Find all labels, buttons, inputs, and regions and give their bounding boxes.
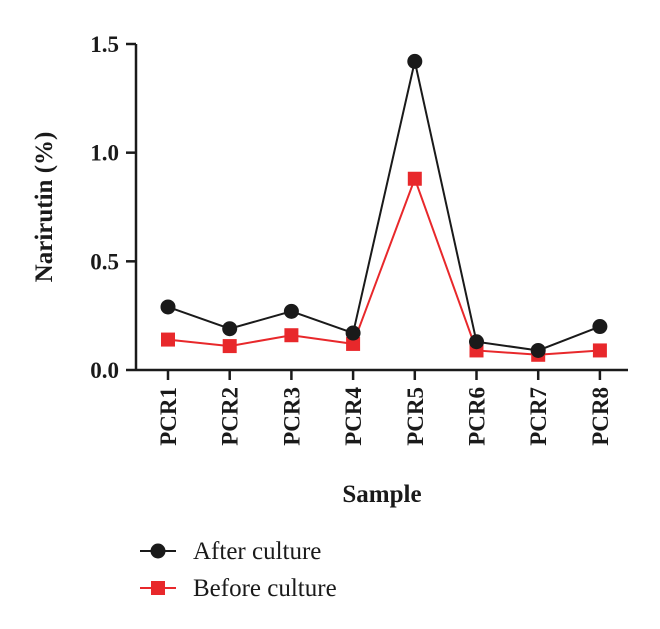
y-axis-ticks: 0.0 0.5 1.0 1.5 xyxy=(90,32,136,383)
x-axis-ticks: PCR1 PCR2 PCR3 PCR4 PCR5 PCR6 PCR7 PCR8 xyxy=(156,370,613,446)
x-tick-label: PCR2 xyxy=(218,387,243,446)
legend: After culture Before culture xyxy=(140,538,337,602)
x-tick-label: PCR8 xyxy=(588,387,613,446)
legend-marker-circle xyxy=(150,543,166,559)
x-axis-title: Sample xyxy=(342,481,421,508)
data-point-after-culture xyxy=(283,303,299,319)
data-point-after-culture xyxy=(222,321,238,337)
data-point-before-culture xyxy=(161,332,175,347)
data-point-after-culture xyxy=(407,53,423,69)
series-line-before-culture xyxy=(167,175,600,356)
data-point-before-culture xyxy=(592,343,607,358)
series-line-after-culture xyxy=(167,61,601,352)
x-tick-label: PCR6 xyxy=(465,387,490,446)
y-tick-label: 0.0 xyxy=(90,358,119,383)
y-tick-label: 1.5 xyxy=(90,32,119,57)
legend-label: Before culture xyxy=(193,575,337,602)
x-tick-label: PCR3 xyxy=(279,387,304,446)
data-point-after-culture xyxy=(469,334,484,350)
x-tick-label: PCR1 xyxy=(156,387,181,446)
data-point-before-culture xyxy=(284,328,299,343)
data-point-before-culture xyxy=(222,339,237,354)
series-layer xyxy=(160,53,608,362)
data-point-after-culture xyxy=(592,319,608,335)
y-tick-label: 0.5 xyxy=(90,249,119,274)
x-tick-label: PCR5 xyxy=(403,387,428,446)
x-tick-label: PCR4 xyxy=(341,387,366,446)
data-point-before-culture xyxy=(346,336,361,351)
y-axis-title: Narirutin (%) xyxy=(31,132,58,283)
y-tick-label: 1.0 xyxy=(90,141,119,166)
data-point-after-culture xyxy=(160,299,176,315)
legend-marker-square xyxy=(151,581,165,595)
data-point-before-culture xyxy=(407,171,422,186)
data-point-after-culture xyxy=(345,325,361,341)
legend-label: After culture xyxy=(193,538,321,565)
x-tick-label: PCR7 xyxy=(526,387,551,446)
data-point-after-culture xyxy=(530,342,546,358)
